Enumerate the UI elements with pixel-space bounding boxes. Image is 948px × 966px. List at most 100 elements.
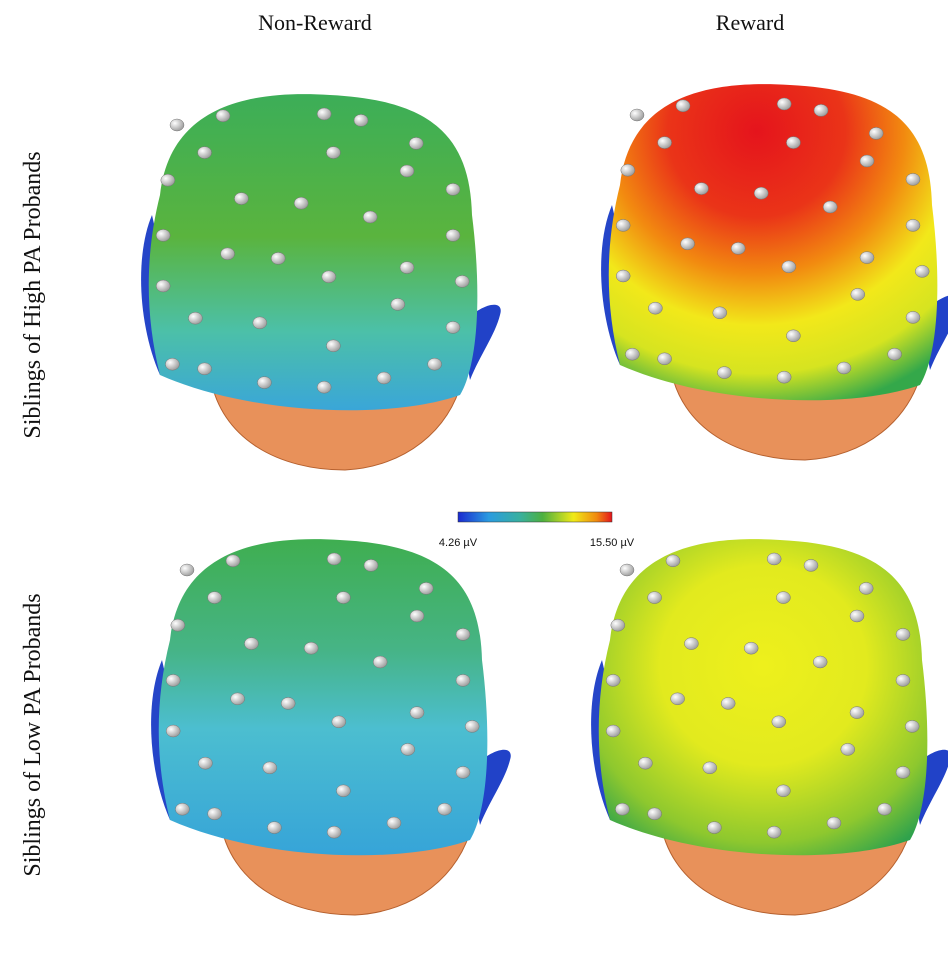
- electrode: [860, 252, 874, 264]
- electrode: [684, 638, 698, 650]
- electrode: [180, 564, 194, 576]
- colorbar-max: 15.50 µV: [590, 537, 635, 549]
- head: [141, 94, 501, 470]
- electrode: [648, 592, 662, 604]
- electrode: [428, 358, 442, 370]
- electrode: [234, 193, 248, 205]
- electrode: [326, 340, 340, 352]
- electrode: [244, 638, 258, 650]
- electrode: [638, 757, 652, 769]
- electrode: [336, 785, 350, 797]
- electrode: [804, 559, 818, 571]
- electrode: [648, 808, 662, 820]
- electrode: [322, 271, 336, 283]
- electrode: [226, 555, 240, 567]
- electrode: [767, 826, 781, 838]
- heads: [141, 84, 948, 915]
- electrode: [455, 275, 469, 287]
- electrode: [263, 762, 277, 774]
- electrode: [606, 725, 620, 737]
- electrode: [170, 119, 184, 131]
- electrode: [208, 592, 222, 604]
- electrode: [364, 559, 378, 571]
- electrode: [465, 720, 479, 732]
- electrode: [208, 808, 222, 820]
- electrode: [198, 757, 212, 769]
- electrode: [221, 248, 235, 260]
- colorbar: [458, 512, 612, 522]
- electrode: [721, 697, 735, 709]
- row-label: Siblings of High PA Probands: [20, 151, 46, 438]
- electrode: [377, 372, 391, 384]
- electrode: [707, 822, 721, 834]
- electrode: [717, 367, 731, 379]
- electrode: [905, 720, 919, 732]
- electrode: [446, 183, 460, 195]
- electrode: [326, 147, 340, 159]
- electrode: [869, 127, 883, 139]
- electrode: [767, 553, 781, 565]
- electrode: [860, 155, 874, 167]
- electrode: [438, 803, 452, 815]
- electrode: [281, 697, 295, 709]
- electrode: [456, 766, 470, 778]
- electrode: [267, 822, 281, 834]
- electrode: [896, 674, 910, 686]
- electrode: [606, 674, 620, 686]
- electrode: [777, 371, 791, 383]
- electrode: [231, 693, 245, 705]
- electrode: [731, 242, 745, 254]
- electrode: [777, 98, 791, 110]
- electrode: [841, 743, 855, 755]
- electrode: [419, 582, 433, 594]
- electrode: [676, 100, 690, 112]
- electrode: [786, 330, 800, 342]
- electrode: [456, 674, 470, 686]
- electrode: [906, 173, 920, 185]
- head: [601, 84, 948, 460]
- electrode: [772, 716, 786, 728]
- head: [151, 539, 511, 915]
- electrode: [304, 642, 318, 654]
- electrode: [658, 353, 672, 365]
- electrode: [703, 762, 717, 774]
- electrode: [850, 707, 864, 719]
- electrode: [620, 564, 634, 576]
- electrode: [166, 674, 180, 686]
- electrode: [615, 803, 629, 815]
- electrode: [906, 311, 920, 323]
- electrode: [198, 363, 212, 375]
- electrode: [776, 592, 790, 604]
- electrode: [681, 238, 695, 250]
- electrode: [621, 164, 635, 176]
- electrode: [354, 114, 368, 126]
- figure: Non-Reward Reward Siblings of High PA Pr…: [0, 0, 948, 966]
- electrode: [896, 766, 910, 778]
- electrode: [165, 358, 179, 370]
- electrode: [409, 137, 423, 149]
- electrode: [786, 137, 800, 149]
- electrode: [888, 348, 902, 360]
- electrode: [896, 628, 910, 640]
- electrode: [814, 104, 828, 116]
- electrode: [410, 610, 424, 622]
- electrode: [332, 716, 346, 728]
- column-header: Non-Reward: [258, 10, 372, 35]
- electrode: [216, 110, 230, 122]
- electrode: [400, 165, 414, 177]
- electrode: [171, 619, 185, 631]
- electrode: [294, 197, 308, 209]
- electrode: [257, 377, 271, 389]
- electrode: [625, 348, 639, 360]
- electrode: [666, 555, 680, 567]
- electrode: [456, 628, 470, 640]
- electrode: [271, 252, 285, 264]
- electrode: [410, 707, 424, 719]
- electrode: [630, 109, 644, 121]
- electrode: [400, 262, 414, 274]
- column-header: Reward: [716, 10, 784, 35]
- electrode: [782, 261, 796, 273]
- electrode: [175, 803, 189, 815]
- electrode: [391, 298, 405, 310]
- electrode: [658, 137, 672, 149]
